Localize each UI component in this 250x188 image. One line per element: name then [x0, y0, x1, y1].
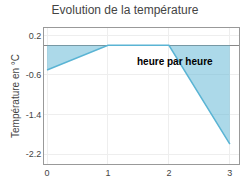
svg-text:0.2: 0.2	[29, 31, 42, 41]
svg-text:1: 1	[105, 168, 110, 178]
svg-text:0: 0	[45, 168, 50, 178]
svg-text:-0.6: -0.6	[26, 70, 42, 80]
svg-text:3: 3	[227, 168, 232, 178]
svg-text:-1.4: -1.4	[26, 110, 42, 120]
svg-text:Température en °C: Température en °C	[10, 54, 21, 138]
svg-text:Evolution de la température: Evolution de la température	[52, 3, 199, 17]
svg-text:heure par heure: heure par heure	[137, 56, 213, 67]
svg-text:-2.2: -2.2	[26, 149, 42, 159]
svg-text:2: 2	[166, 168, 171, 178]
